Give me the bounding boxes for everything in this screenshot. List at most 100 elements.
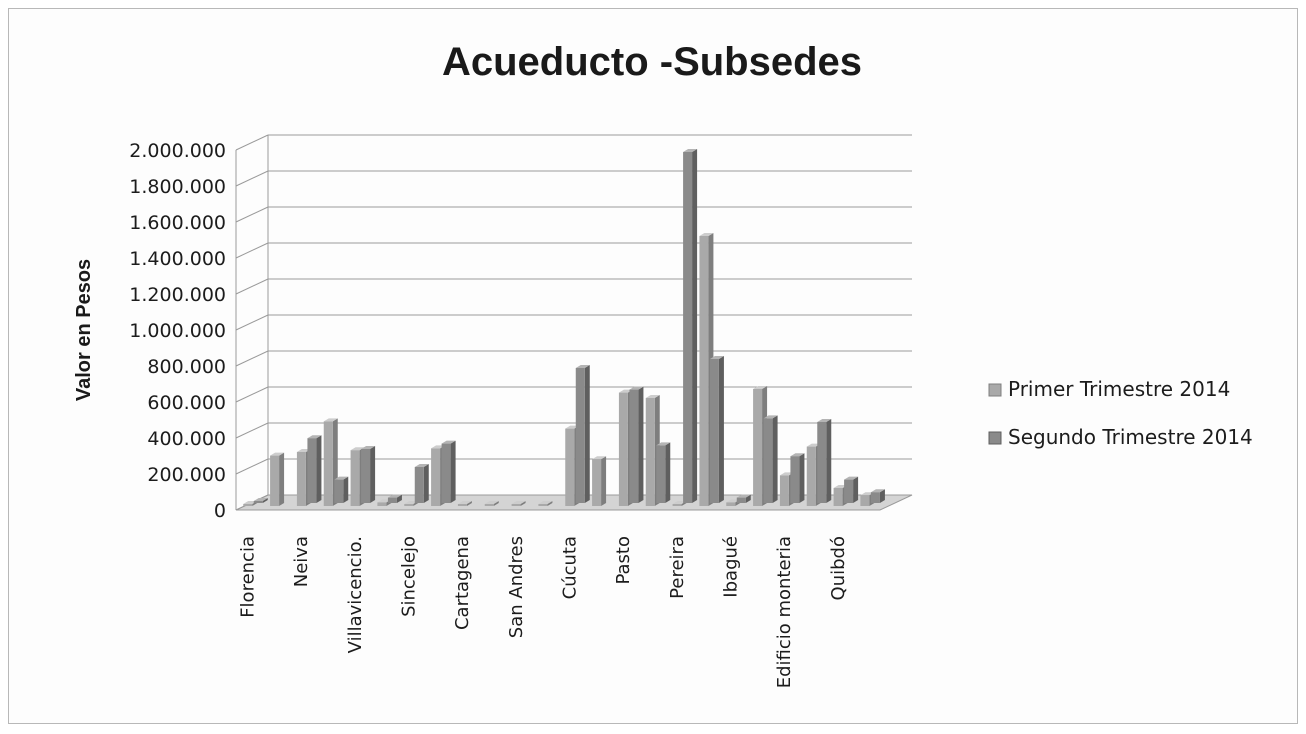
y-tick-label: 1.200.000	[129, 284, 226, 306]
bar-front	[253, 501, 263, 503]
y-tick-label: 400.000	[147, 428, 226, 450]
bar-front	[618, 392, 628, 506]
bar-top	[763, 415, 778, 419]
bar-side	[879, 489, 885, 503]
bar-top	[296, 449, 311, 452]
category-label: Edificio monteria	[774, 536, 795, 688]
gridline-side	[235, 206, 269, 223]
bar	[736, 494, 751, 503]
bar-side	[745, 494, 751, 503]
gridline-side	[235, 422, 269, 439]
bar	[763, 415, 778, 503]
legend: Primer Trimestre 2014 Segundo Trimestre 2…	[988, 377, 1253, 449]
bar-front	[736, 497, 746, 503]
bar-side	[396, 494, 402, 503]
bar-front	[296, 452, 306, 506]
category-label: Cúcuta	[559, 536, 580, 599]
bar-front	[592, 459, 602, 506]
bar	[817, 419, 832, 503]
legend-swatch	[988, 383, 1002, 397]
bar-front	[538, 504, 548, 506]
bar	[334, 476, 349, 503]
bar-top	[431, 445, 446, 449]
bar-top	[656, 442, 671, 446]
bar-front	[565, 428, 575, 506]
bar-top	[565, 425, 580, 429]
bar-front	[361, 449, 371, 503]
bar-side	[799, 453, 805, 503]
legend-label: Primer Trimestre 2014	[1008, 377, 1230, 401]
bar-top	[334, 476, 349, 480]
bar-top	[441, 440, 456, 444]
gridline-side	[235, 242, 269, 259]
bar-top	[323, 418, 338, 422]
legend-swatch	[988, 431, 1002, 445]
bar-front	[870, 492, 880, 503]
chart-frame	[8, 8, 1298, 724]
bar-front	[844, 479, 854, 503]
bar-front	[656, 445, 666, 503]
category-labels: Florencia Neiva Villavicencio. Sincelejo Car…	[237, 536, 848, 688]
bar-front	[753, 389, 763, 506]
bar-side	[423, 464, 429, 503]
bar-top	[538, 501, 553, 504]
bar-side	[279, 452, 285, 506]
bar-front	[431, 448, 441, 506]
legend-label: Segundo Trimestre 2014	[1008, 425, 1253, 449]
bar-side	[316, 435, 322, 503]
bar-side	[450, 440, 456, 503]
gridline-side	[235, 386, 269, 403]
bar-front	[779, 475, 789, 506]
bar-top	[860, 492, 875, 496]
category-label: Cartagena	[452, 536, 473, 630]
bar	[709, 356, 724, 503]
bar-side	[601, 456, 607, 506]
category-label: San Andres	[506, 536, 527, 638]
bar-top	[270, 452, 285, 456]
bar-front	[699, 236, 709, 506]
bar-front	[511, 504, 521, 506]
bar-side	[718, 356, 724, 503]
gridline-side	[235, 278, 269, 295]
bar-side	[343, 476, 349, 503]
bar	[575, 365, 590, 503]
bar-front	[270, 455, 280, 506]
bar-front	[806, 446, 816, 506]
bar-top	[592, 456, 607, 460]
bar-top	[699, 233, 714, 236]
bar	[414, 464, 429, 503]
bar-top	[377, 499, 392, 503]
bar-top	[511, 501, 526, 504]
bar-top	[683, 149, 698, 152]
bar-side	[826, 419, 832, 503]
bar	[270, 452, 285, 506]
chart-title: Acueducto -Subsedes	[442, 40, 862, 84]
bar-top	[779, 472, 794, 476]
y-tick-label: 200.000	[147, 464, 226, 486]
bar-front	[860, 495, 870, 506]
bar-top	[387, 494, 402, 498]
bar-side	[262, 498, 268, 503]
category-label: Sincelejo	[398, 536, 419, 617]
bar-top	[709, 356, 724, 359]
bar-top	[307, 435, 322, 439]
bar	[441, 440, 456, 503]
y-tick-label: 1.800.000	[129, 176, 226, 198]
bar-top	[629, 386, 644, 390]
bar-front	[763, 418, 773, 503]
bar	[253, 498, 268, 503]
bar-front	[726, 502, 736, 506]
bar	[629, 386, 644, 503]
bar-front	[457, 504, 467, 506]
bar	[656, 442, 671, 503]
y-axis-ticks: 0 200.000 400.000 600.000 800.000 1.000.000 1.…	[129, 140, 226, 522]
bar-top	[404, 501, 419, 504]
category-label: Villavicencio.	[345, 536, 366, 653]
category-label: Neiva	[291, 536, 312, 587]
bar-top	[672, 501, 687, 504]
gridline-side	[235, 170, 269, 187]
bar-top	[790, 453, 805, 457]
bar-side	[638, 386, 644, 503]
bar-top	[414, 464, 429, 467]
